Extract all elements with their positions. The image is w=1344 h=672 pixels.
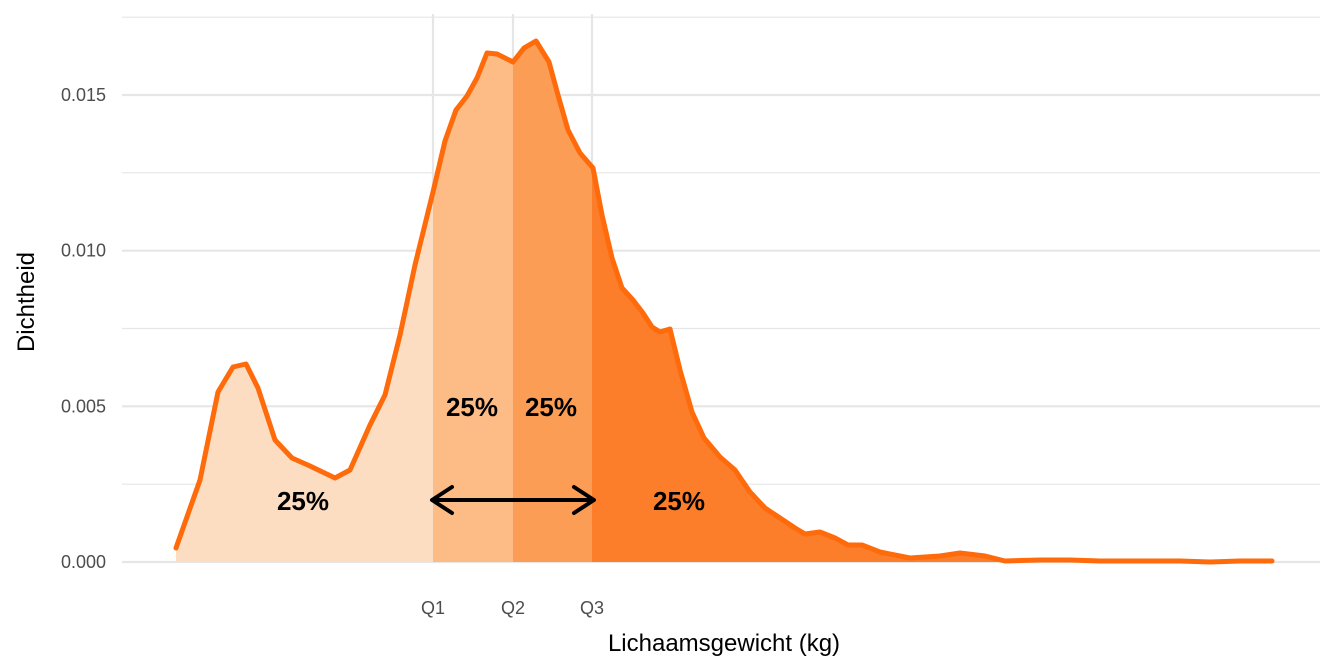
- x-tick-labels: Q1 Q2 Q3: [421, 598, 604, 618]
- y-tick-label: 0.010: [61, 241, 106, 261]
- y-tick-label: 0.015: [61, 85, 106, 105]
- quartile-4-percent-label: 25%: [653, 486, 705, 516]
- y-tick-label: 0.005: [61, 396, 106, 416]
- x-tick-label: Q1: [421, 598, 445, 618]
- quartile-2-area: [433, 53, 513, 562]
- quartile-percent-labels: 25% 25% 25% 25%: [277, 392, 705, 516]
- quartile-3-percent-label: 25%: [525, 392, 577, 422]
- y-axis-title: Dichtheid: [13, 252, 40, 352]
- quartile-2-percent-label: 25%: [446, 392, 498, 422]
- quartile-4-area: [592, 166, 1272, 562]
- iqr-arrow-left-head: [430, 485, 454, 515]
- density-line-layer: [173, 38, 1275, 565]
- y-tick-label: 0.000: [61, 552, 106, 572]
- quartile-fill-layer: [176, 41, 1272, 562]
- x-tick-label: Q3: [580, 598, 604, 618]
- iqr-arrow: [430, 485, 596, 515]
- x-axis-title: Lichaamsgewicht (kg): [608, 630, 840, 657]
- quartile-1-area: [176, 192, 433, 562]
- x-tick-label: Q2: [501, 598, 525, 618]
- density-line: [173, 38, 1275, 565]
- y-tick-labels: 0.000 0.005 0.010 0.015: [61, 85, 106, 572]
- iqr-arrow-right-head: [572, 485, 596, 515]
- quartile-3-area: [513, 41, 592, 562]
- quartile-1-percent-label: 25%: [277, 486, 329, 516]
